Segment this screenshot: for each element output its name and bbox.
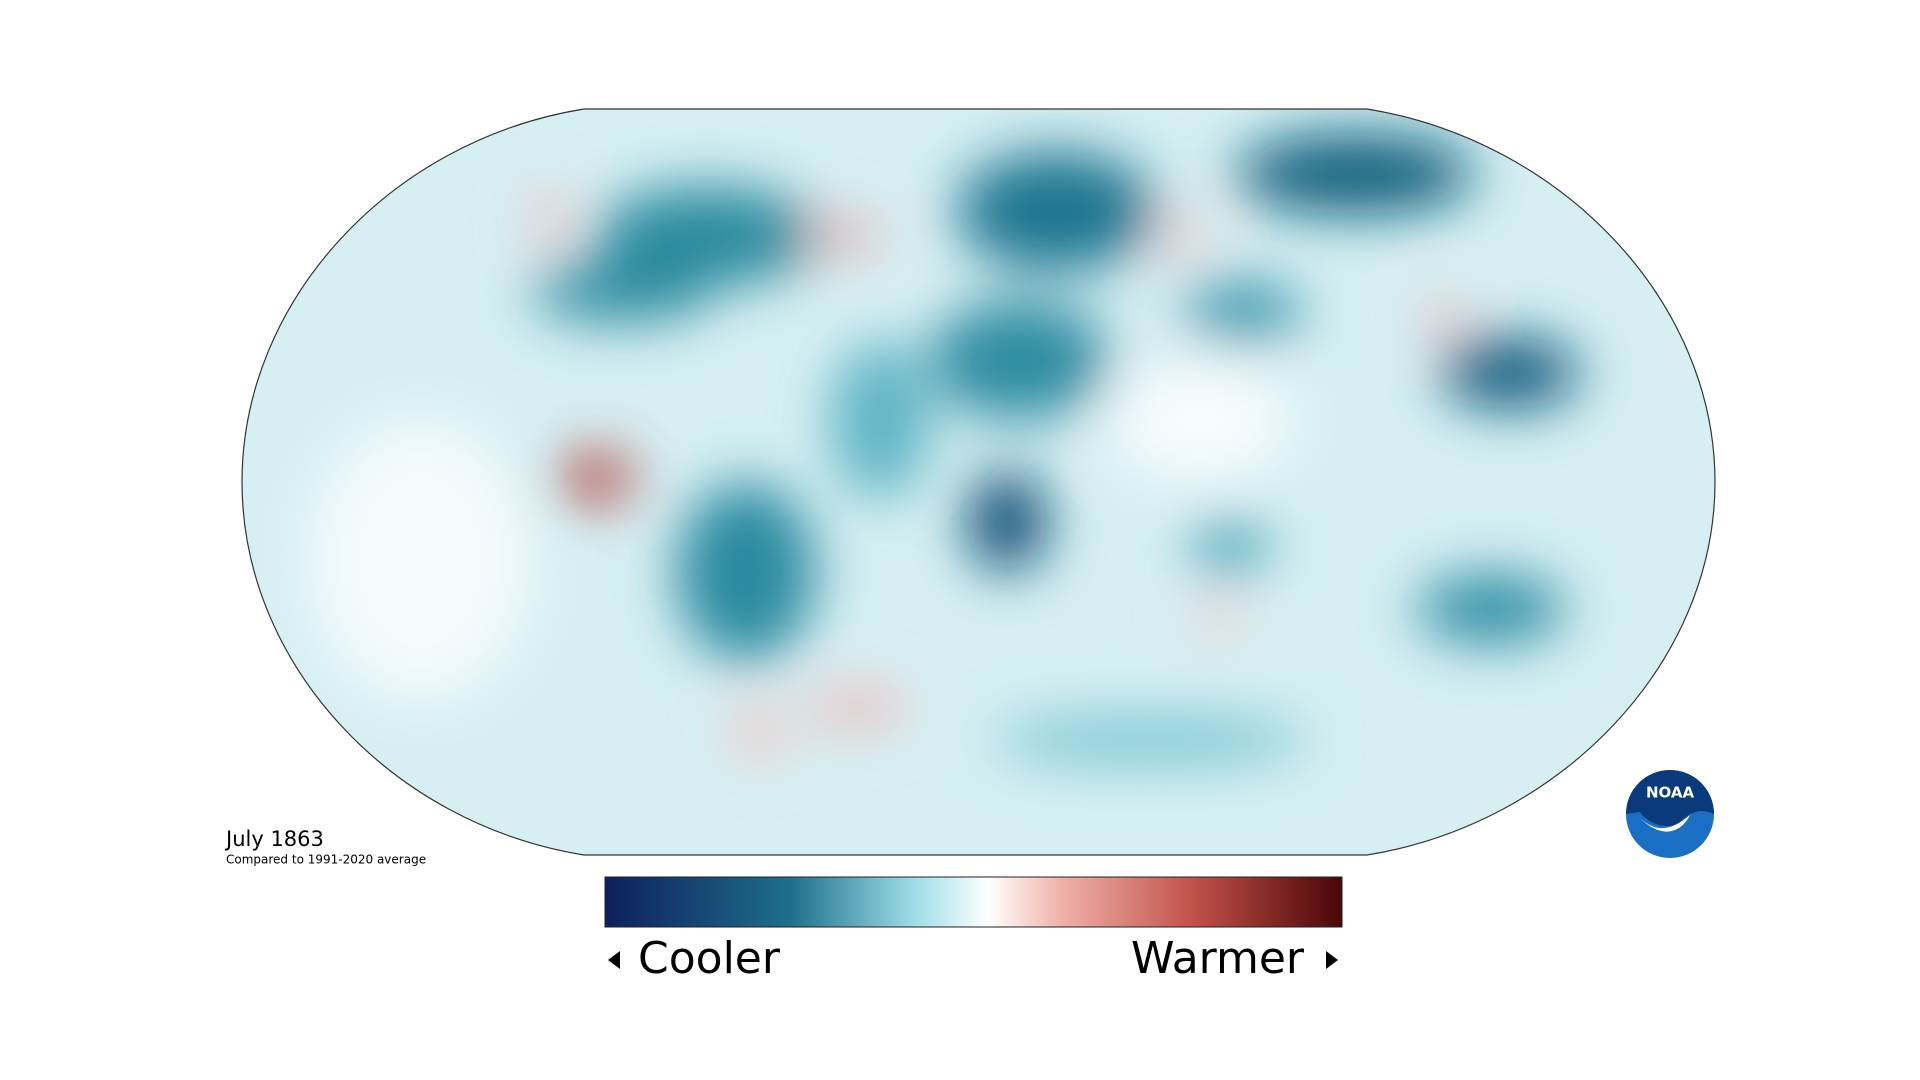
noaa-logo: NOAA (1626, 770, 1714, 858)
logo-text: NOAA (1646, 784, 1695, 802)
color-scale (604, 876, 1343, 928)
legend-low: Cooler (638, 933, 781, 984)
cooler-arrow (608, 951, 620, 969)
map-title: July 1863 (224, 827, 324, 851)
legend-high: Warmer (1131, 933, 1305, 984)
warmer-arrow (1326, 951, 1338, 969)
anomaly-fields (310, 134, 1580, 765)
map-subtitle: Compared to 1991-2020 average (226, 853, 426, 867)
anomaly-map (242, 109, 1715, 855)
map-outline (241, 108, 1716, 856)
